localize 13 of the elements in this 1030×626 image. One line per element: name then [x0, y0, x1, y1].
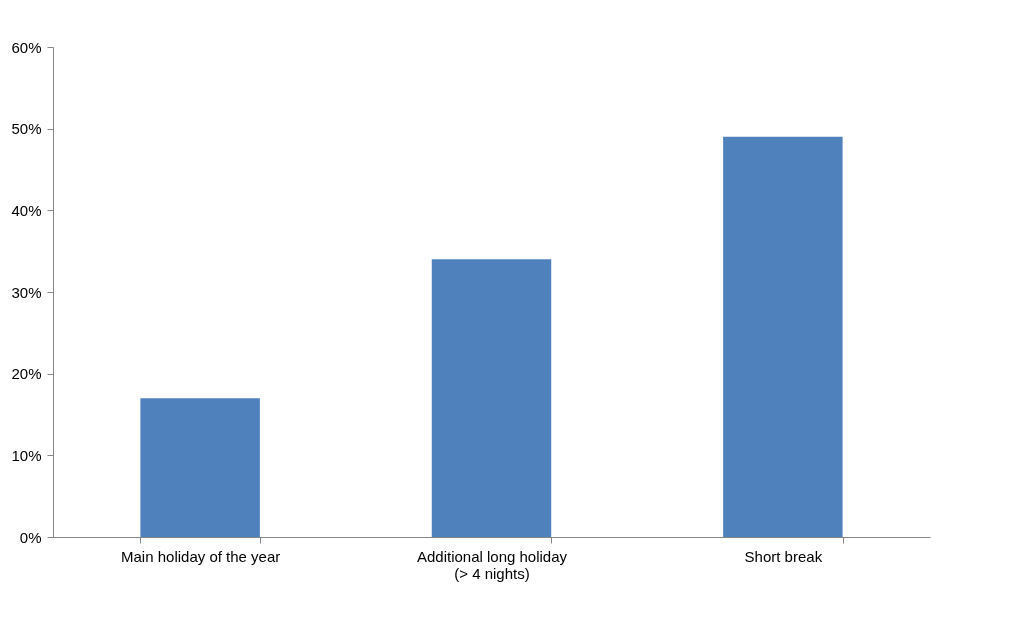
y-tick-label: 10% [11, 446, 42, 464]
x-tick-label: Additional long holiday (> 4 nights) [416, 547, 568, 582]
x-tick-label: Main holiday of the year [121, 547, 281, 565]
y-tick-label: 30% [11, 283, 42, 301]
y-tick-label: 0% [19, 528, 42, 546]
y-tick-label: 50% [11, 120, 42, 138]
bar [431, 259, 552, 537]
y-tick-label: 60% [11, 38, 42, 56]
x-tick-label: Short break [744, 547, 823, 565]
bar [723, 136, 843, 537]
y-tick-label: 40% [11, 201, 42, 219]
bar [140, 398, 260, 537]
y-tick-label: 20% [11, 365, 42, 383]
